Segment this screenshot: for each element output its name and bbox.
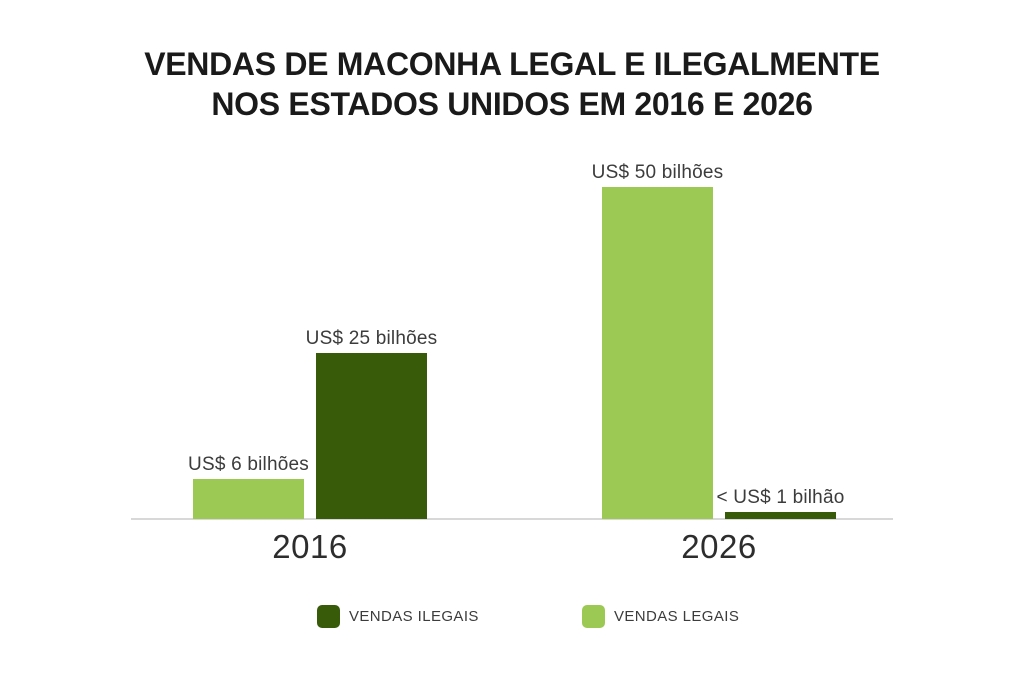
x-axis-label-2016: 2016 [272,528,348,565]
legend-swatch-vendas-ilegais [317,605,340,628]
legend-label-vendas-ilegais: VENDAS ILEGAIS [349,608,479,625]
legend-item-vendas-legais: VENDAS LEGAIS [582,605,739,628]
bar-value-label-vendas-legais-2026: US$ 50 bilhões [591,162,724,183]
chart-title-line1: VENDAS DE MACONHA LEGAL E ILEGALMENTE [144,46,880,82]
bar-vendas-legais-2026 [602,187,713,519]
legend-swatch-vendas-legais [582,605,605,628]
bar-vendas-ilegais-2016 [316,353,427,519]
bar-value-label-vendas-legais-2016: US$ 6 bilhões [188,454,309,475]
legend-label-vendas-legais: VENDAS LEGAIS [614,608,740,625]
legend-item-vendas-ilegais: VENDAS ILEGAIS [317,605,479,628]
x-axis-label-2026: 2026 [681,528,757,565]
x-axis-line [131,518,893,520]
bar-vendas-ilegais-2026 [725,512,836,519]
chart-title: VENDAS DE MACONHA LEGAL E ILEGALMENTE NO… [0,44,1024,124]
bar-value-label-vendas-ilegais-2016: US$ 25 bilhões [305,328,438,349]
chart-title-line2: NOS ESTADOS UNIDOS EM 2016 E 2026 [211,86,813,122]
bar-vendas-legais-2016 [193,479,304,519]
bar-value-label-vendas-ilegais-2026: < US$ 1 bilhão [716,487,845,508]
